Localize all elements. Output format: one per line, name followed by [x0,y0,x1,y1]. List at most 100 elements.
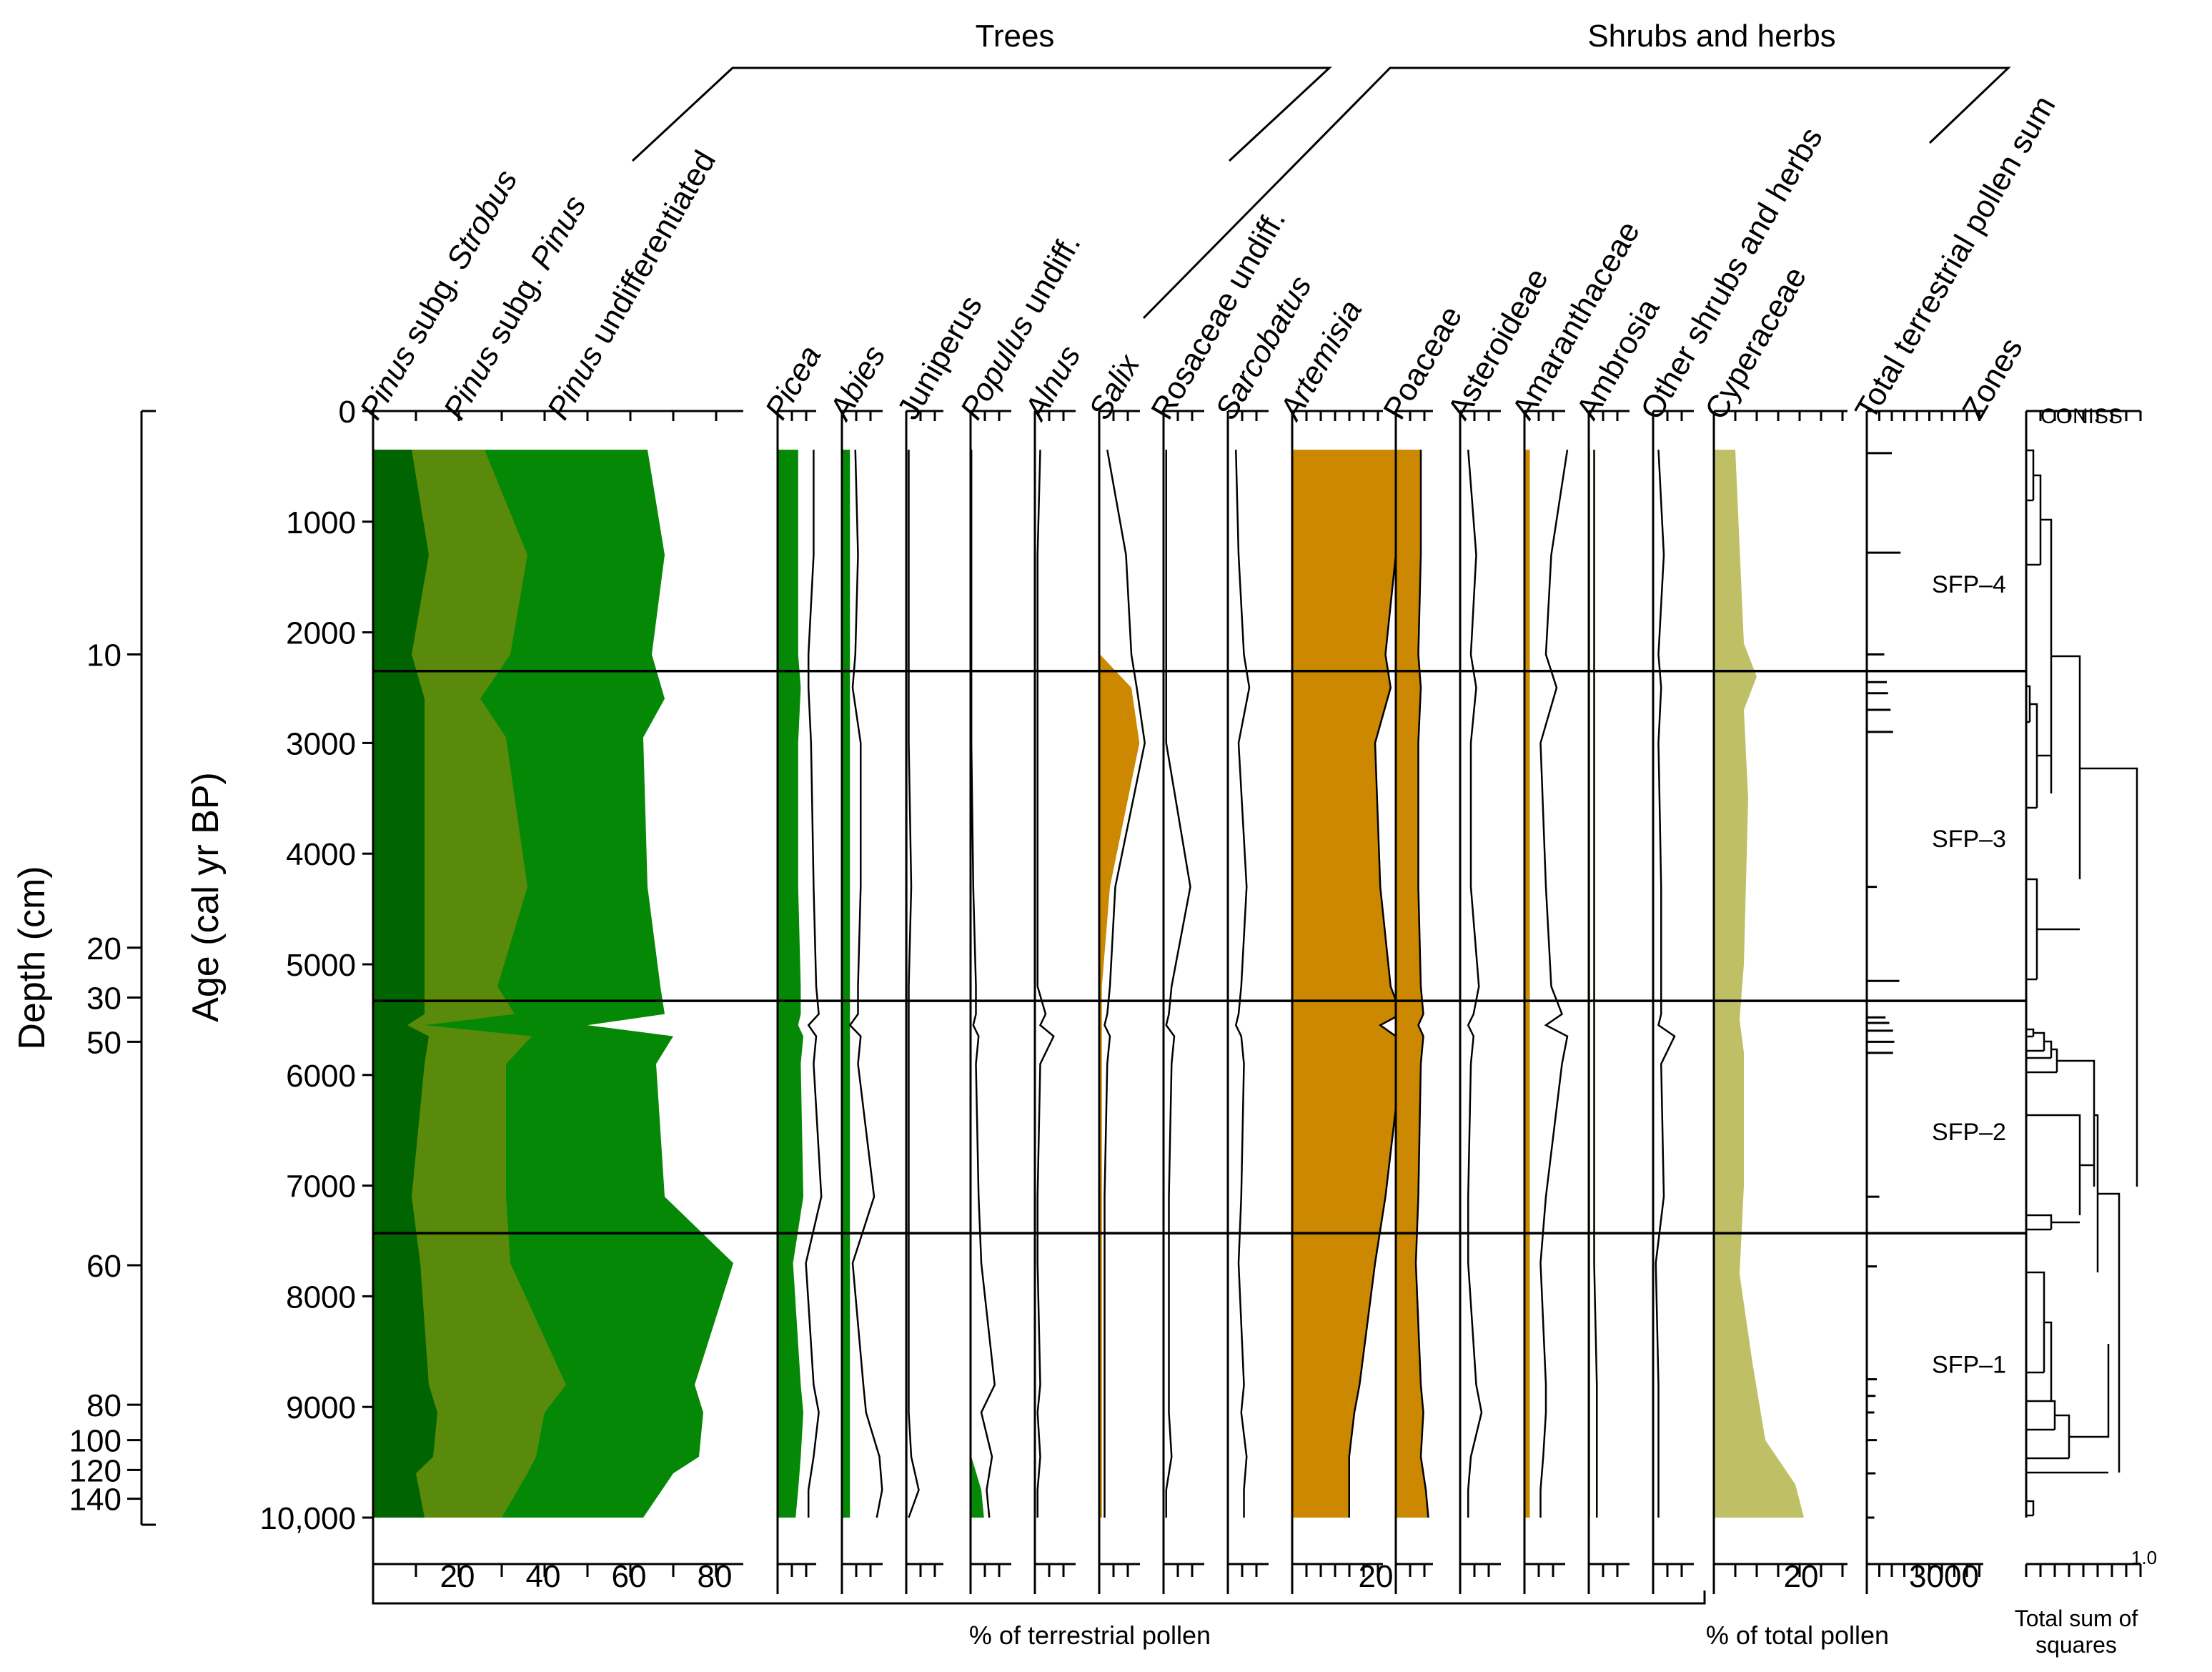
trees-group-label: Trees [976,19,1055,54]
age-tick-label: 6000 [286,1059,356,1094]
picea-panel [776,410,823,1594]
pinus-strobus-area [373,450,437,1518]
depth-tick-label: 80 [86,1388,121,1423]
depth-tick-label: 10 [86,638,121,673]
taxon-header-italic: Abies [822,340,893,427]
age-tick-label: 1000 [286,505,356,540]
taxon-header-italic: Picea [758,340,828,425]
taxon-header-italic: Salix [1082,347,1147,425]
pinus-tick-60: 60 [612,1559,647,1594]
taxon-header: Picea [758,340,828,425]
coniss-axis-label-2: squares [2035,1632,2117,1658]
age-axis: 0 1000 2000 3000 4000 5000 6000 7000 8000 9000 10,… [185,395,375,1536]
abies-panel [840,410,883,1594]
bottom-axis: 20 40 60 80 20 20 3000 1.0 % of terrestr… [372,1547,2157,1658]
taxon-header: Salix [1082,347,1147,425]
artemisia-area [1292,450,1412,1518]
pinus-tick-80: 80 [698,1559,733,1594]
taxon-header-plain: subg. [476,258,553,357]
coniss-axis-label-1: Total sum of [2015,1606,2138,1631]
group-headers: Trees Shrubs and herbs [631,19,2011,320]
juniperus-panel [905,410,943,1594]
taxon-header-italic: Pinus [523,189,592,275]
artemisia-tick-20: 20 [1359,1559,1394,1594]
age-tick-label: 7000 [286,1169,356,1204]
diagram-body: SFP–4 SFP–3 SFP–2 SFP–1 [372,410,2142,1594]
taxon-header: Total terrestrial pollen sum [1848,90,2062,425]
age-axis-title: Age (cal yr BP) [185,772,227,1022]
taxon-header-plain: Zones [1955,332,2030,425]
age-tick-label: 9000 [286,1390,356,1425]
terrestrial-bracket [372,1591,1706,1605]
depth-tick-label: 30 [86,981,121,1016]
taxon-header-italic: Pinus [353,340,422,425]
cyperaceae-area [1714,450,1804,1518]
taxon-header-plain: undifferentiated [580,145,723,357]
shrubs-bracket [1142,66,2011,320]
artemisia-panel [1291,410,1412,1594]
other-shrubs-exaggeration-line [1655,450,1676,1518]
zone-label: SFP–2 [1932,1119,2006,1146]
depth-tick-label: 120 [69,1453,121,1488]
rosaceae-panel [1162,410,1204,1594]
taxon-header: Alnus [1017,340,1088,427]
age-tick-label: 8000 [286,1280,356,1315]
taxon-header-plain: subg. [392,258,470,357]
depth-tick-label: 100 [69,1424,121,1459]
taxon-header-plain: undiff. [1011,228,1088,327]
age-tick-label: 10,000 [259,1501,356,1536]
ambrosia-exaggeration-line [1593,450,1598,1518]
taxon-header-italic: Strobus [440,164,524,275]
alnus-exaggeration-line [1036,450,1055,1518]
taxon-header-italic: Pinus [437,340,506,425]
total-pollen-axis-label: % of total pollen [1706,1621,1889,1650]
depth-tick-label: 50 [86,1025,121,1060]
picea-exaggeration-line [805,450,823,1518]
taxon-header-italic: Alnus [1017,340,1088,427]
salix-area [1099,450,1140,1518]
age-tick-label: 5000 [286,948,356,983]
taxon-header: Zones [1955,332,2030,425]
taxon-header: Pinus undifferentiated [540,145,723,425]
pollen-sum-tick-3000: 3000 [1909,1559,1979,1594]
terrestrial-axis-label: % of terrestrial pollen [969,1621,1211,1650]
asteroideae-exaggeration-line [1467,450,1483,1518]
asteroideae-panel [1459,410,1501,1594]
juniperus-exaggeration-line [908,450,920,1518]
shrubs-group-label: Shrubs and herbs [1587,19,1835,54]
populus-exaggeration-line [970,450,996,1518]
amaranthaceae-area [1524,450,1530,1518]
taxon-header: Abies [822,340,893,427]
poaceae-panel [1394,410,1433,1594]
cyperaceae-tick-20: 20 [1784,1559,1819,1594]
rosaceae-exaggeration-line [1165,450,1191,1518]
taxon-header-plain: Total terrestrial pollen sum [1848,90,2062,425]
depth-tick-label: 20 [86,931,121,966]
trees-bracket [631,66,1332,162]
coniss-title: CONISS [2040,405,2123,428]
depth-tick-label: 60 [86,1249,121,1284]
amaranthaceae-panel [1523,410,1569,1594]
depth-tick-label: 140 [69,1483,121,1518]
age-tick-label: 2000 [286,616,356,651]
depth-axis-title: Depth (cm) [11,866,53,1049]
amaranthaceae-exaggeration-line [1539,449,1569,1518]
ambrosia-panel [1587,410,1630,1594]
age-tick-label: 0 [339,395,356,430]
other-shrubs-panel [1652,410,1694,1594]
coniss-dendrogram [2026,449,2138,1517]
sarcobatus-exaggeration-line [1234,450,1251,1518]
salix-panel [1098,410,1146,1594]
populus-area [971,450,984,1518]
coniss-tick-1: 1.0 [2131,1547,2157,1568]
zone-label: SFP–3 [1932,826,2006,853]
age-tick-label: 4000 [286,837,356,872]
poaceae-exaggeration-line [1414,450,1429,1518]
sarcobatus-panel [1226,410,1269,1594]
pinus-tick-40: 40 [526,1559,561,1594]
picea-area [778,450,803,1518]
salix-exaggeration-line [1103,449,1146,1518]
age-tick-label: 3000 [286,726,356,761]
